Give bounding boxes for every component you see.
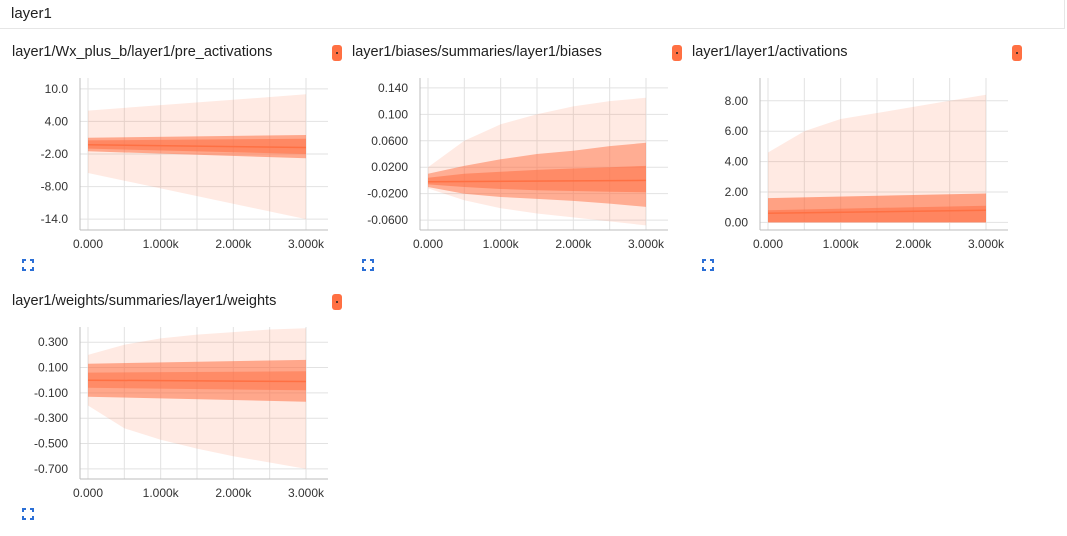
y-tick-label: 8.00 (725, 94, 749, 108)
x-tick-label: 2.000k (895, 237, 932, 251)
median-line (767, 209, 987, 215)
y-tick-label: -0.500 (34, 437, 68, 451)
color-picker-button[interactable] (332, 45, 342, 61)
chart-card-biases: layer1/biases/summaries/layer1/biases 0.… (352, 44, 686, 276)
y-tick-label: 0.0600 (371, 134, 408, 148)
x-tick-label: 0.000 (73, 237, 103, 251)
y-tick-label: -2.00 (41, 147, 69, 161)
y-tick-label: -0.0200 (367, 187, 408, 201)
distribution-band (88, 94, 306, 220)
color-picker-button[interactable] (332, 294, 342, 310)
expand-icon[interactable] (701, 258, 715, 272)
expand-icon[interactable] (21, 258, 35, 272)
section-header: layer1 (0, 0, 1065, 29)
y-tick-label: 0.00 (725, 215, 749, 229)
x-tick-label: 3.000k (288, 486, 325, 500)
chart-title: layer1/biases/summaries/layer1/biases (352, 44, 602, 60)
y-tick-label: 0.100 (378, 107, 408, 121)
median-line (87, 144, 307, 149)
y-tick-label: -14.0 (41, 212, 69, 226)
x-tick-label: 3.000k (628, 237, 665, 251)
y-tick-label: -0.700 (34, 462, 68, 476)
y-tick-label: 4.00 (45, 114, 69, 128)
x-tick-label: 0.000 (73, 486, 103, 500)
y-tick-label: 4.00 (725, 155, 749, 169)
chart-plot: 0.140 0.100 0.0600 0.0200 -0.0200 -0.0600 0.00… (367, 78, 668, 251)
y-tick-label: 0.100 (38, 361, 68, 375)
x-tick-label: 1.000k (143, 237, 180, 251)
expand-icon[interactable] (21, 507, 35, 521)
expand-icon[interactable] (361, 258, 375, 272)
x-tick-label: 3.000k (968, 237, 1005, 251)
section-title: layer1 (11, 5, 52, 22)
chart-card-pre-activations: layer1/Wx_plus_b/layer1/pre_activations … (12, 44, 346, 276)
distribution-band (768, 94, 986, 223)
y-tick-label: 2.00 (725, 185, 749, 199)
y-tick-label: 0.140 (378, 81, 408, 95)
x-tick-label: 2.000k (215, 237, 252, 251)
y-tick-label: 0.300 (38, 335, 68, 349)
chart-plot: 0.300 0.100 -0.100 -0.300 -0.500 -0.700 0.000 1… (34, 327, 328, 500)
y-tick-label: 6.00 (725, 124, 749, 138)
x-tick-label: 0.000 (753, 237, 783, 251)
chart-card-weights: layer1/weights/summaries/layer1/weights … (12, 293, 346, 525)
chart-plot: 8.00 6.00 4.00 2.00 0.00 0.000 1.000k 2.000k 3.0… (725, 78, 1008, 251)
y-tick-label: -0.300 (34, 411, 68, 425)
x-tick-label: 1.000k (483, 237, 520, 251)
chart-title: layer1/layer1/activations (692, 44, 848, 60)
median-line (427, 179, 647, 183)
chart-title: layer1/weights/summaries/layer1/weights (12, 293, 277, 309)
y-tick-label: 0.0200 (371, 160, 408, 174)
color-picker-button[interactable] (672, 45, 682, 61)
color-picker-button[interactable] (1012, 45, 1022, 61)
x-tick-label: 2.000k (215, 486, 252, 500)
y-tick-label: -0.0600 (367, 213, 408, 227)
distribution-band (428, 165, 646, 193)
distribution-band (768, 205, 986, 223)
x-tick-label: 1.000k (823, 237, 860, 251)
chart-plot: 10.0 4.00 -2.00 -8.00 -14.0 0.000 1.000k 2.000k… (41, 78, 328, 251)
median-line (87, 379, 307, 383)
y-tick-label: -0.100 (34, 386, 68, 400)
x-tick-label: 0.000 (413, 237, 443, 251)
y-tick-label: -8.00 (41, 180, 69, 194)
chart-card-activations: layer1/layer1/activations 8.00 6.00 4.00 2.… (692, 44, 1026, 276)
y-tick-label: 10.0 (45, 82, 69, 96)
chart-title: layer1/Wx_plus_b/layer1/pre_activations (12, 44, 273, 60)
x-tick-label: 3.000k (288, 237, 325, 251)
x-tick-label: 2.000k (555, 237, 592, 251)
x-tick-label: 1.000k (143, 486, 180, 500)
